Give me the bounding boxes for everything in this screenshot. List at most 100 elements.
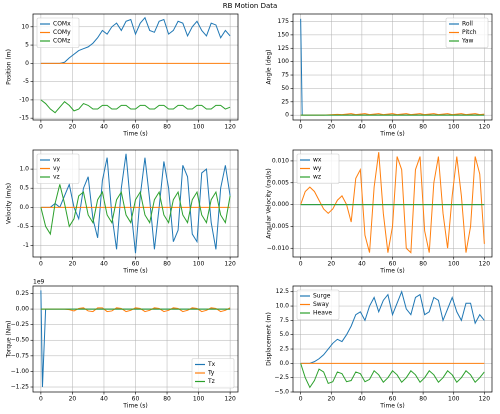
legend-box <box>191 358 235 389</box>
legend-label: Sway <box>313 301 329 308</box>
x-tick-label: 80 <box>419 396 427 403</box>
y-tick-label: −0.010 <box>267 245 289 252</box>
x-tick-label: 20 <box>69 396 77 403</box>
y-tick-label: 0.00 <box>16 306 30 313</box>
y-tick-label: -0.5 <box>17 223 29 230</box>
subplot: 0 20 40 60 80 100 120 0 25 50 75 100 125 150 175 Time (… <box>266 13 493 138</box>
legend-label: Tz <box>207 378 215 385</box>
x-tick-label: 80 <box>419 124 427 131</box>
y-tick-label: -1 <box>23 242 29 249</box>
x-tick-label: 100 <box>448 261 460 268</box>
x-tick-label: 60 <box>389 124 397 131</box>
x-tick-label: 60 <box>132 396 140 403</box>
y-tick-label: −1.00 <box>11 368 30 375</box>
y-tick-label: 0.0 <box>279 360 289 367</box>
x-tick-label: 60 <box>389 261 397 268</box>
data-line <box>300 363 485 389</box>
y-tick-label: 0.005 <box>272 179 289 186</box>
legend-label: wy <box>313 165 322 172</box>
x-tick-label: 80 <box>163 124 171 131</box>
x-axis-label: Time (s) <box>379 268 404 275</box>
y-tick-label: −5.0 <box>274 389 289 396</box>
y-tick-label: −0.005 <box>267 223 289 230</box>
subplot: 0 20 40 60 80 100 120 −5.0 −2.5 0.0 2.5 5.0 7.5 10.0 1… <box>266 285 493 410</box>
y-axis-label: Velocity (m/s) <box>6 183 13 224</box>
y-tick-label: 2.5 <box>279 346 289 353</box>
data-line <box>40 153 231 254</box>
plot-area <box>40 290 231 388</box>
x-tick-label: 40 <box>358 261 366 268</box>
y-tick-label: −2.5 <box>274 374 289 381</box>
y-tick-label: −0.75 <box>11 352 30 359</box>
legend-label: Pitch <box>462 29 477 36</box>
legend-box <box>36 153 80 184</box>
y-tick-label: 12.5 <box>276 288 290 295</box>
x-tick-label: 120 <box>224 261 236 268</box>
x-tick-label: 20 <box>327 124 335 131</box>
legend-label: Surge <box>313 293 331 300</box>
y-tick-label: 0.5 <box>19 185 29 192</box>
legend-box <box>296 289 340 320</box>
y-tick-label: 0.000 <box>272 201 289 208</box>
legend-box <box>445 17 489 48</box>
x-tick-label: 20 <box>327 261 335 268</box>
y-tick-label: 7.5 <box>279 317 289 324</box>
figure-title: RB Motion Data <box>223 2 278 10</box>
x-tick-label: 20 <box>69 124 77 131</box>
y-tick-label: 150 <box>278 31 290 38</box>
axes-frame <box>32 285 239 393</box>
data-line <box>300 152 485 254</box>
y-tick-label: 50 <box>281 85 289 92</box>
x-tick-label: 40 <box>100 124 108 131</box>
y-tick-label: −0.25 <box>11 321 30 328</box>
axes-frame <box>32 13 239 121</box>
y-tick-label: 10.0 <box>276 303 290 310</box>
legend-label: vy <box>53 165 61 172</box>
legend-label: wx <box>313 157 322 164</box>
x-tick-label: 100 <box>193 261 205 268</box>
x-tick-label: 20 <box>327 396 335 403</box>
y-axis-label: Displacement (m) <box>266 312 273 366</box>
data-line <box>40 184 231 236</box>
legend-label: COMz <box>53 38 70 45</box>
plot-area <box>40 153 231 254</box>
x-axis-label: Time (s) <box>122 403 147 410</box>
y-tick-label: 175 <box>278 18 290 25</box>
data-line <box>300 290 485 364</box>
x-axis-label: Time (s) <box>379 131 404 138</box>
axes-frame <box>292 13 493 121</box>
axes-frame <box>292 285 493 393</box>
x-tick-label: 100 <box>448 396 460 403</box>
axes-frame <box>32 149 239 258</box>
y-tick-label: −0.50 <box>11 337 30 344</box>
x-tick-label: 120 <box>479 261 491 268</box>
legend-label: vz <box>53 174 60 181</box>
y-tick-label: 100 <box>278 58 290 65</box>
x-tick-label: 40 <box>100 396 108 403</box>
legend-label: wz <box>313 174 321 181</box>
legend-label: COMx <box>53 21 71 28</box>
plot-area <box>40 16 231 114</box>
x-tick-label: 120 <box>479 124 491 131</box>
x-axis-label: Time (s) <box>122 131 147 138</box>
y-tick-label: 75 <box>281 72 289 79</box>
legend-label: Roll <box>462 21 473 28</box>
x-tick-label: 40 <box>358 124 366 131</box>
legend-label: Heave <box>313 310 332 317</box>
y-tick-label: 125 <box>278 45 290 52</box>
y-tick-label: -10 <box>19 96 29 103</box>
x-tick-label: 120 <box>479 396 491 403</box>
subplot: 0 20 40 60 80 100 120 -15 -10 -5 0 5 10 Time (s) Posit… <box>6 13 239 138</box>
y-tick-label: 5.0 <box>279 331 289 338</box>
subplot: 0 20 40 60 80 100 120 0.25 0.00 −0.25 −0.50 −0.75 −1… <box>6 279 239 410</box>
y-tick-label: 0.010 <box>272 157 289 164</box>
y-axis-label: Position (m) <box>6 49 13 85</box>
x-tick-label: 80 <box>163 261 171 268</box>
legend-box <box>296 153 340 184</box>
y-tick-label: -5 <box>23 78 29 85</box>
legend-label: Ty <box>207 370 215 377</box>
data-line <box>40 99 231 114</box>
x-axis-label: Time (s) <box>122 268 147 275</box>
y-axis-label: Torque (Nm) <box>6 321 13 359</box>
x-tick-label: 60 <box>132 124 140 131</box>
